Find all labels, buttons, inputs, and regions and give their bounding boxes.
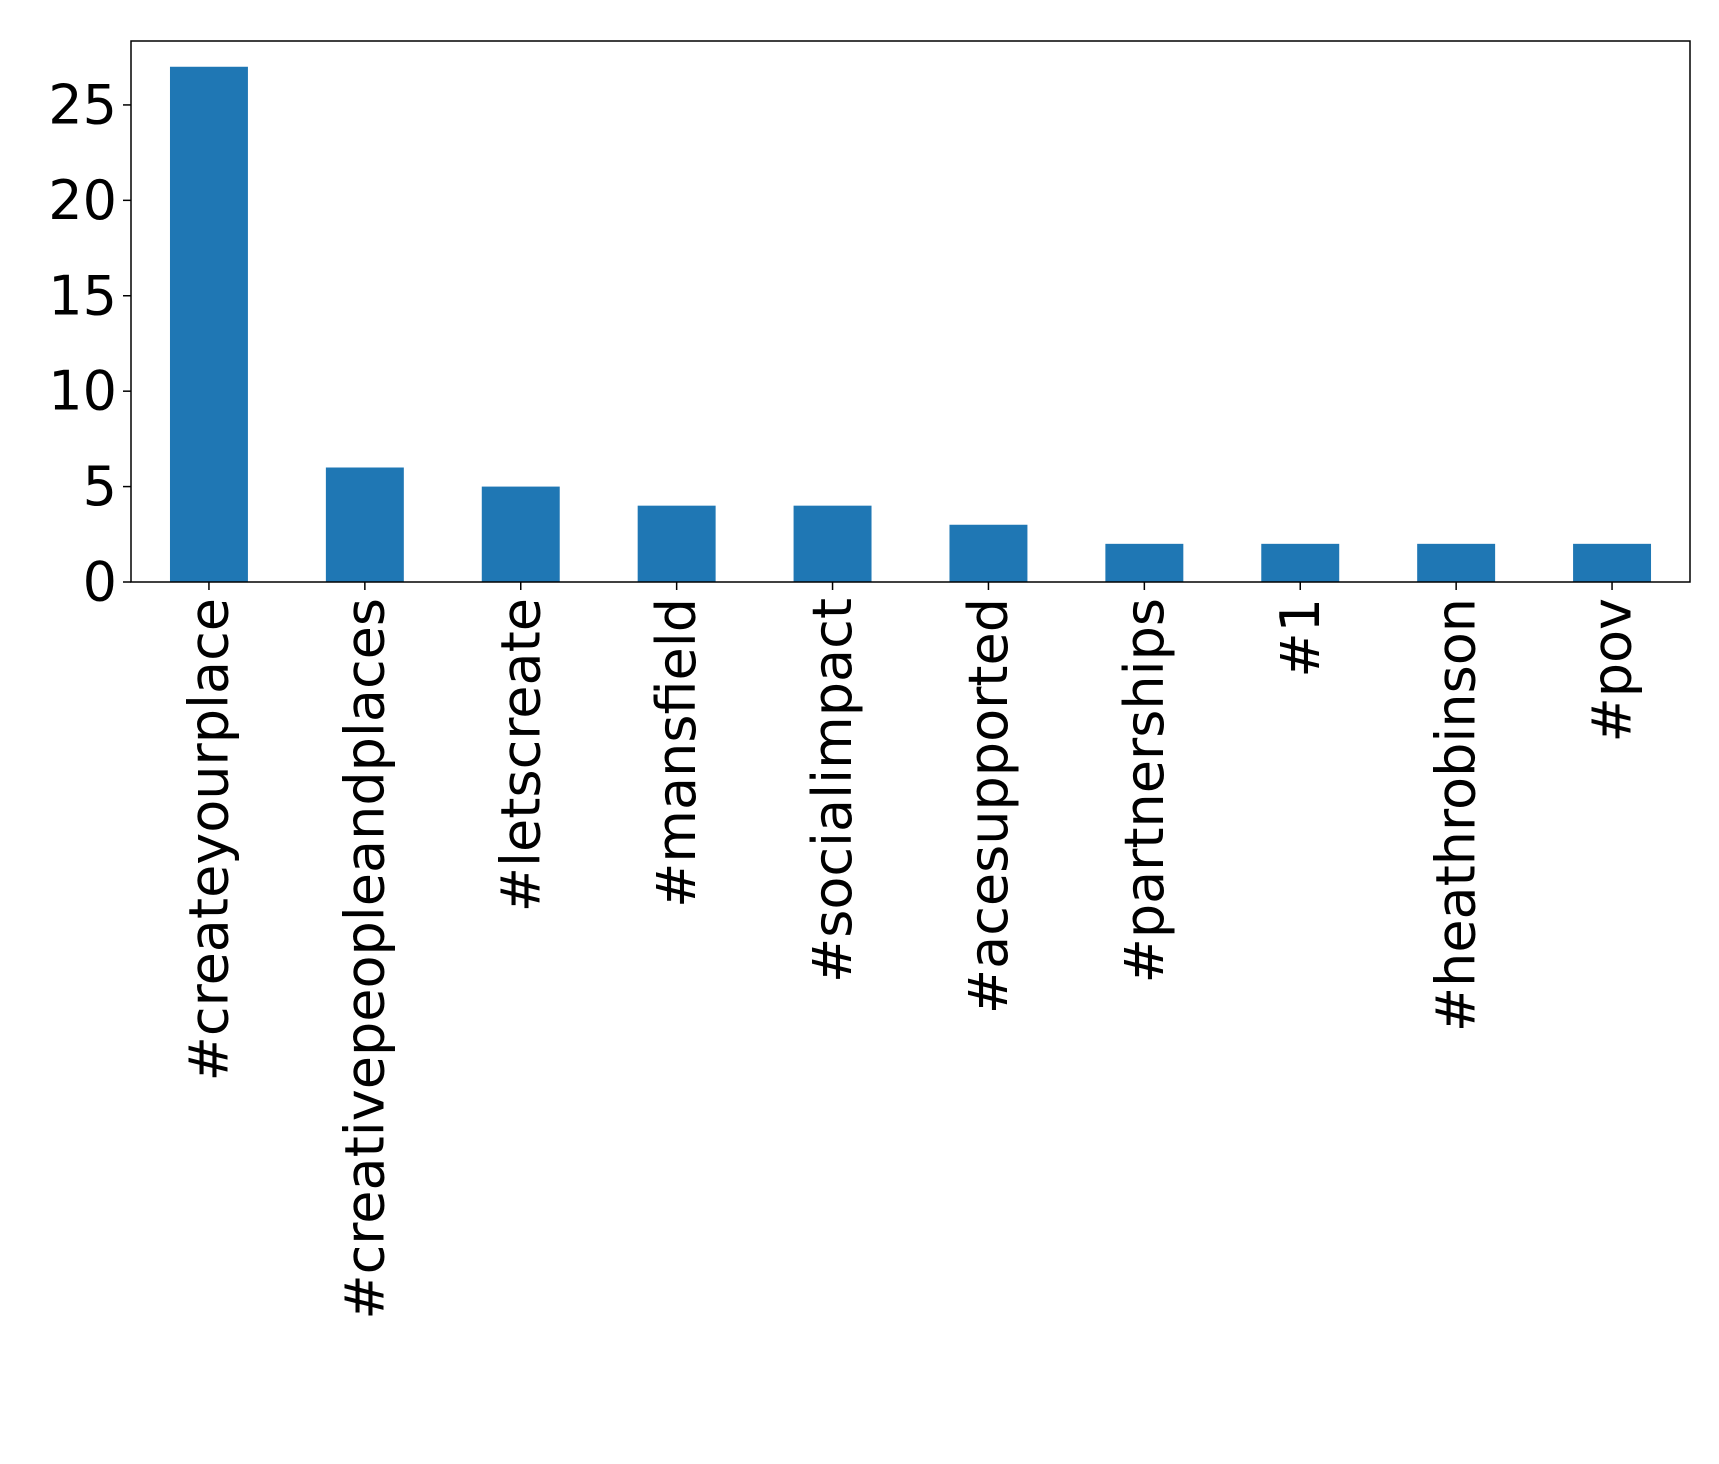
- y-tick-label-1: 5: [83, 455, 117, 518]
- x-tick-label-1: #creativepeopleandplaces: [333, 598, 396, 1320]
- x-tick-label-5: #acesupported: [957, 598, 1020, 1014]
- y-tick-label-2: 10: [48, 360, 117, 423]
- x-tick-label-6: #partnerships: [1113, 598, 1176, 983]
- y-tick-label-3: 15: [48, 264, 117, 327]
- bar-5: [949, 524, 1028, 582]
- x-tick-label-2: #letscreate: [489, 598, 552, 912]
- bar-2: [481, 486, 560, 582]
- bar-6: [1105, 543, 1184, 582]
- x-tick-label-4: #socialimpact: [801, 598, 864, 983]
- bar-3: [637, 505, 716, 582]
- plot-frame: [130, 40, 1691, 583]
- bars-group: [169, 66, 1652, 582]
- x-tick-label-7: #1: [1269, 598, 1332, 678]
- x-tick-label-9: #pov: [1581, 598, 1644, 743]
- y-tick-label-4: 20: [48, 169, 117, 232]
- bar-9: [1573, 543, 1652, 582]
- y-axis: 0 5 10 15 20 25: [48, 73, 131, 614]
- bar-8: [1417, 543, 1496, 582]
- y-tick-label-5: 25: [48, 73, 117, 136]
- bar-0: [169, 66, 248, 582]
- bar-7: [1261, 543, 1340, 582]
- bar-4: [793, 505, 872, 582]
- x-tick-label-0: #createyourplace: [177, 598, 240, 1081]
- x-axis: #createyourplace #creativepeopleandplaces…: [177, 582, 1644, 1320]
- bar-1: [325, 467, 404, 582]
- y-tick-label-0: 0: [83, 551, 117, 614]
- x-tick-label-8: #heathrobinson: [1425, 598, 1488, 1032]
- x-tick-label-3: #mansfield: [645, 598, 708, 908]
